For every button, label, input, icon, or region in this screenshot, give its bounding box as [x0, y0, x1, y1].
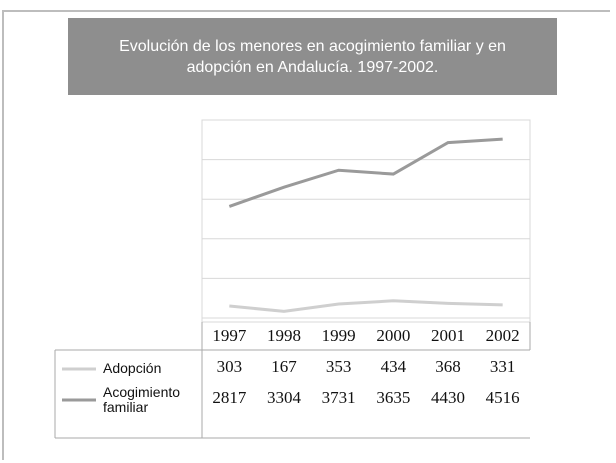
plot-area — [201, 119, 531, 323]
x-tick-label: 1997 — [212, 326, 247, 345]
x-tick-label: 2002 — [485, 326, 520, 345]
table-value: 353 — [325, 357, 352, 376]
legend-label: Acogimiento familiar — [103, 384, 181, 415]
table-value: 167 — [271, 357, 297, 376]
x-tick-label: 1998 — [267, 326, 301, 345]
table-value: 2817 — [212, 388, 247, 407]
table-value: 303 — [216, 357, 243, 376]
table-value: 4516 — [485, 388, 520, 407]
chart-title: Evolución de los menores en acogimiento … — [68, 18, 557, 95]
table-value: 4430 — [431, 388, 465, 407]
table-value: 3304 — [267, 388, 301, 407]
table-value: 331 — [489, 357, 516, 376]
series-line — [228, 137, 503, 208]
table-value: 3731 — [321, 388, 356, 407]
table-value: 368 — [435, 357, 461, 376]
x-tick-label: 1999 — [321, 326, 356, 345]
table-value: 3635 — [376, 388, 411, 407]
x-tick-label: 2001 — [431, 326, 465, 345]
legend-label: Adopción — [103, 360, 162, 376]
x-tick-label: 2000 — [376, 326, 411, 345]
frame — [2, 10, 610, 460]
series-line — [229, 299, 503, 313]
table-value: 434 — [380, 357, 407, 376]
